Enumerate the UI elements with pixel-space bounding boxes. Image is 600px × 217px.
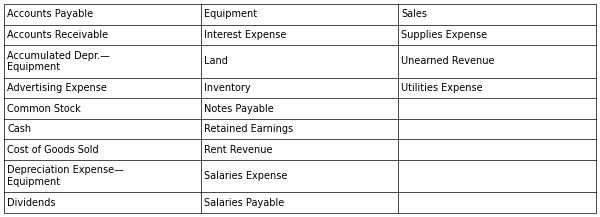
Text: Notes Payable: Notes Payable — [204, 104, 274, 113]
Text: Advertising Expense: Advertising Expense — [7, 83, 107, 93]
Text: Salaries Payable: Salaries Payable — [204, 198, 284, 208]
Text: Rent Revenue: Rent Revenue — [204, 145, 272, 155]
Text: Cash: Cash — [7, 124, 31, 134]
Text: Accounts Receivable: Accounts Receivable — [7, 30, 108, 40]
Text: Sales: Sales — [401, 9, 427, 19]
Text: Supplies Expense: Supplies Expense — [401, 30, 487, 40]
Text: Unearned Revenue: Unearned Revenue — [401, 56, 495, 66]
Text: Accumulated Depr.—
Equipment: Accumulated Depr.— Equipment — [7, 51, 110, 72]
Text: Inventory: Inventory — [204, 83, 251, 93]
Text: Cost of Goods Sold: Cost of Goods Sold — [7, 145, 98, 155]
Text: Dividends: Dividends — [7, 198, 56, 208]
Text: Utilities Expense: Utilities Expense — [401, 83, 483, 93]
Text: Salaries Expense: Salaries Expense — [204, 171, 287, 181]
Text: Accounts Payable: Accounts Payable — [7, 9, 93, 19]
Text: Retained Earnings: Retained Earnings — [204, 124, 293, 134]
Text: Common Stock: Common Stock — [7, 104, 81, 113]
Text: Interest Expense: Interest Expense — [204, 30, 287, 40]
Text: Depreciation Expense—
Equipment: Depreciation Expense— Equipment — [7, 165, 124, 187]
Text: Land: Land — [204, 56, 228, 66]
Text: Equipment: Equipment — [204, 9, 257, 19]
